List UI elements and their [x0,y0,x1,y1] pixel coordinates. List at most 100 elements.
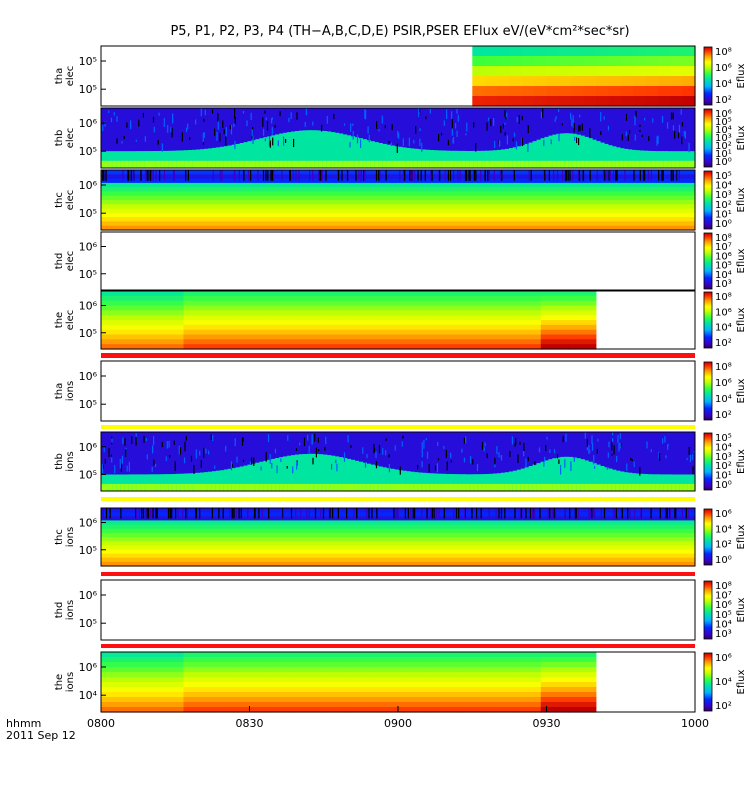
spectrogram-cell [458,291,487,297]
noise-streak [225,127,227,137]
noise-streak [553,170,555,181]
spectrogram-cell [348,707,377,713]
colorbar-label: Eflux [736,524,747,549]
spectrogram-column [211,483,217,491]
noise-streak [199,508,201,519]
noise-streak [674,130,676,139]
spectrogram-column [623,148,629,168]
spectrogram-cell [583,46,597,57]
noise-streak [105,170,107,181]
spectrogram-column [675,474,680,491]
noise-streak [187,123,189,130]
spectrogram-cell [458,687,487,693]
noise-streak [393,508,395,519]
spectrogram-band [101,516,695,521]
noise-streak [588,508,590,519]
noise-streak [175,508,177,519]
spectrogram-cell [608,46,622,57]
spectrogram-column [477,150,482,168]
spectrogram-column [552,134,557,168]
noise-streak [365,110,367,120]
noise-streak [415,126,417,134]
spectrogram-column [176,150,181,168]
spectrogram-cell [156,662,185,668]
spectrogram-cell [265,339,294,345]
spectrogram-column [635,160,641,168]
noise-streak [212,170,214,181]
spectrogram-column [299,483,304,491]
spectrogram-column [239,160,245,168]
spectrogram-column [370,141,375,168]
spectrogram-cell [265,687,294,693]
spectrogram-column [362,483,367,491]
spectrogram-column [667,483,672,491]
spectrogram-cell [596,56,609,67]
noise-streak [414,508,416,519]
noise-streak [217,113,219,122]
spectrogram-column [299,130,304,168]
spectrogram-column [536,463,542,491]
spectrogram-cell [608,96,622,107]
noise-streak [242,111,245,114]
noise-streak [616,170,618,181]
noise-streak [240,508,242,519]
noise-streak [529,508,531,519]
noise-streak [343,452,346,462]
spectrogram-cell [156,672,185,678]
colorbar [703,652,713,712]
spectrogram-cell [403,707,432,713]
noise-streak [438,134,440,142]
y-tick-label: 10⁵ [79,468,97,481]
spectrogram-column [489,150,494,168]
spectrogram-column [643,160,649,168]
spectrogram-cell [128,682,157,688]
noise-streak [242,437,244,442]
noise-streak [640,508,642,519]
spectrogram-cell [238,687,267,693]
noise-streak [428,464,430,473]
noise-streak [633,461,635,467]
spectrogram-cell [156,682,185,688]
noise-streak [303,437,306,446]
spectrogram-column [148,474,154,491]
noise-streak [271,126,273,135]
spectrogram-cell [156,657,185,663]
y-axis-label: the [54,674,65,690]
noise-streak [545,445,547,452]
spectrogram-column [437,483,443,491]
noise-streak [567,170,569,181]
colorbar-tick-label: 10⁶ [715,378,732,389]
noise-streak [231,463,233,468]
noise-streak [431,170,433,181]
noise-streak [324,447,326,451]
spectrogram-cell [540,707,569,713]
noise-streak [410,170,412,181]
spectrogram-column [306,483,312,491]
noise-streak [425,116,427,120]
noise-streak [195,119,197,125]
spectrogram-column [386,144,391,168]
spectrogram-column [287,132,292,168]
noise-streak [279,111,281,117]
colorbar-tick-label: 10⁰ [715,157,732,168]
spectrogram-cell [485,324,514,331]
spectrogram-column [453,150,458,168]
spectrogram-column [105,483,110,491]
spectrogram-cell [293,305,322,311]
spectrogram-column [283,483,288,491]
noise-streak [251,457,253,465]
spectrogram-cell [568,344,597,350]
spectrogram-column [215,147,221,168]
noise-streak [688,142,690,153]
spectrogram-cell [430,295,459,302]
spectrogram-cell [568,310,597,316]
noise-streak [558,109,560,113]
noise-streak [644,170,646,181]
noise-streak [165,456,167,462]
spectrogram-cell [101,667,130,673]
spectrogram-cell [558,76,572,87]
colorbar-tick-label: 10⁶ [715,509,732,520]
spectrogram-cell [403,677,432,683]
spectrogram-column [168,474,173,491]
spectrogram-cell [403,324,432,331]
